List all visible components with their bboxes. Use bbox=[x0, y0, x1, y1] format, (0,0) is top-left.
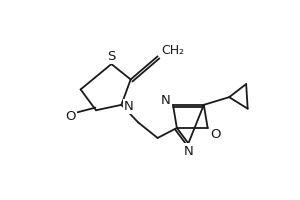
Text: CH₂: CH₂ bbox=[161, 44, 184, 57]
Text: S: S bbox=[107, 50, 116, 63]
Text: N: N bbox=[160, 95, 170, 108]
Text: N: N bbox=[184, 145, 193, 158]
Text: O: O bbox=[210, 128, 220, 141]
Text: N: N bbox=[124, 100, 134, 113]
Text: O: O bbox=[65, 110, 76, 123]
